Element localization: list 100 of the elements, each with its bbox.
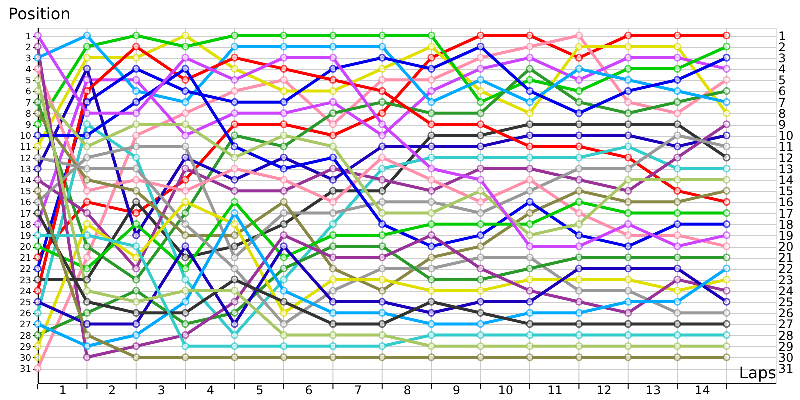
point: [722, 176, 731, 184]
point: [674, 298, 682, 306]
point: [476, 276, 485, 284]
point: [280, 209, 288, 218]
point: [280, 220, 288, 228]
point: [83, 354, 92, 362]
point: [674, 254, 682, 262]
point: [34, 220, 42, 228]
point: [182, 309, 190, 318]
point: [182, 220, 190, 228]
point: [624, 276, 632, 284]
point: [526, 198, 534, 206]
point: [476, 65, 485, 73]
point: [329, 320, 338, 328]
point: [132, 87, 140, 96]
point: [526, 209, 534, 218]
point: [182, 176, 190, 184]
point: [624, 65, 632, 73]
point: [526, 276, 534, 284]
point: [378, 264, 386, 273]
point: [230, 298, 239, 306]
point: [329, 232, 338, 240]
point: [674, 42, 682, 51]
y-tick-label: 3: [26, 54, 32, 64]
point: [476, 254, 485, 262]
point: [526, 142, 534, 151]
point: [83, 287, 92, 295]
point: [575, 254, 584, 262]
point: [34, 187, 42, 195]
y-tick-label: 21: [20, 254, 32, 264]
point: [329, 98, 338, 106]
y-tick-label: 14: [20, 176, 32, 186]
x-tick-label: 8: [404, 384, 412, 398]
point: [378, 98, 386, 106]
point: [182, 120, 190, 128]
point: [280, 164, 288, 173]
point: [230, 220, 239, 228]
point: [476, 331, 485, 340]
point: [476, 110, 485, 118]
point: [34, 87, 42, 96]
point: [722, 76, 731, 84]
point: [280, 309, 288, 318]
point: [575, 154, 584, 162]
point: [83, 342, 92, 350]
point: [329, 264, 338, 273]
point: [132, 309, 140, 318]
point: [132, 32, 140, 40]
point: [83, 220, 92, 228]
point: [526, 298, 534, 306]
point: [476, 42, 485, 51]
point: [624, 264, 632, 273]
point: [624, 42, 632, 51]
point: [83, 42, 92, 51]
point: [428, 42, 436, 51]
point: [476, 232, 485, 240]
point: [624, 242, 632, 250]
point: [575, 76, 584, 84]
point: [722, 354, 731, 362]
y-tick-label: 20: [20, 243, 32, 254]
point: [526, 232, 534, 240]
point: [428, 110, 436, 118]
point: [280, 198, 288, 206]
point: [428, 209, 436, 218]
x-axis-title: Laps: [739, 364, 776, 382]
point: [83, 331, 92, 340]
point: [182, 264, 190, 273]
point: [575, 176, 584, 184]
point: [624, 309, 632, 318]
point: [575, 54, 584, 62]
point: [34, 364, 42, 372]
point: [624, 142, 632, 151]
point: [83, 209, 92, 218]
point: [722, 198, 731, 206]
point: [182, 132, 190, 140]
point: [280, 276, 288, 284]
point: [378, 110, 386, 118]
point: [378, 164, 386, 173]
point: [230, 76, 239, 84]
point: [34, 76, 42, 84]
point: [428, 242, 436, 250]
point: [83, 187, 92, 195]
point: [428, 232, 436, 240]
point: [476, 98, 485, 106]
point: [280, 76, 288, 84]
point: [575, 120, 584, 128]
point: [182, 42, 190, 51]
point: [34, 198, 42, 206]
x-tick-label: 12: [596, 384, 612, 398]
point: [378, 220, 386, 228]
point: [34, 287, 42, 295]
point: [34, 242, 42, 250]
point: [34, 32, 42, 40]
point: [526, 287, 534, 295]
y-tick-label: 18: [20, 220, 32, 231]
point: [674, 132, 682, 140]
point: [280, 187, 288, 195]
point: [329, 132, 338, 140]
point: [132, 132, 140, 140]
point: [83, 32, 92, 40]
point: [722, 232, 731, 240]
